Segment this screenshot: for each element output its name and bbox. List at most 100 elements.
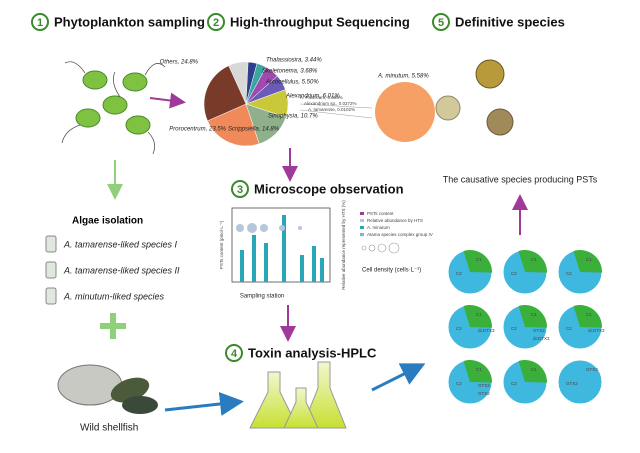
species-label: A. tamarense-liked species I xyxy=(63,239,178,249)
shellfish-label: Wild shellfish xyxy=(80,423,138,434)
toxin-wedge xyxy=(463,360,492,383)
x-axis-label: Sampling station xyxy=(240,294,284,300)
arrow xyxy=(164,392,244,416)
toxin-label: C2 xyxy=(566,326,572,331)
isolation-title: Algae isolation xyxy=(72,216,143,227)
zoom-pie xyxy=(375,82,436,143)
step-title: Definitive species xyxy=(455,14,565,29)
arrow xyxy=(371,363,426,392)
sub-label: A. tamarense, 0.0102% xyxy=(308,107,355,112)
result-label: The causative species producing PSTs xyxy=(443,174,598,184)
y-axis-label: PSTs content (pmol·L⁻¹) xyxy=(219,220,224,269)
size-legend-label: Cell density (cells·L⁻¹) xyxy=(362,268,421,274)
step-number: 2 xyxy=(213,17,219,29)
toxin-pies: C1 C2 C1 C2 C1 C2 C1 C2 dcGTX3 C1 C2 GTX2 dcGTX3 C1 C2… xyxy=(447,249,605,405)
toxin-label: C2 xyxy=(511,381,517,386)
pie xyxy=(203,61,289,147)
step-number: 3 xyxy=(237,184,243,196)
pie-slice xyxy=(207,103,260,147)
toxin-label: GTX2 xyxy=(533,328,545,333)
toxin-label: C2 xyxy=(456,381,462,386)
step-badge xyxy=(231,180,249,198)
legend-label: PSTs content xyxy=(367,211,394,216)
step-title: Phytoplankton sampling xyxy=(54,14,205,29)
species-label: A. minutum-liked species xyxy=(63,291,165,301)
y2-axis-label: Relative abundance represented by HTS (%… xyxy=(341,200,346,290)
step-2: 2 High-throughput Sequencing xyxy=(207,13,410,31)
toxin-wedge xyxy=(573,249,602,273)
toxin-label: dcGTX3 xyxy=(533,336,550,341)
pie-label: Alexandrium, 6.01% xyxy=(285,94,340,100)
toxin-label: C2 xyxy=(511,271,517,276)
toxin-label: C1 xyxy=(586,312,592,317)
pie-label: Thalassiosira, 3.44% xyxy=(266,58,322,64)
step-badge xyxy=(207,13,225,31)
pie-label: Prorocentrum, 23.5% xyxy=(169,127,226,133)
step-5: 5 Definitive species xyxy=(432,13,565,31)
step-4: 4 Toxin analysis-HPLC xyxy=(225,344,377,362)
step-number: 5 xyxy=(438,17,444,29)
toxin-label: C1 xyxy=(531,367,537,372)
step-title: High-throughput Sequencing xyxy=(230,14,410,29)
pie-label: Sinophysia, 10.7% xyxy=(268,114,318,120)
zoom-line xyxy=(299,103,373,109)
legend-label: A. minutum xyxy=(367,225,390,230)
vials xyxy=(45,235,57,305)
toxin-label: C2 xyxy=(511,326,517,331)
sub-label: Alexandrium sp., 0.0272% xyxy=(304,101,357,106)
toxin-label: C1 xyxy=(476,257,482,262)
step-number: 1 xyxy=(37,17,43,29)
pie-label: Skeletonema, 3.68% xyxy=(262,69,318,75)
toxin-label: C2 xyxy=(566,271,572,276)
toxin-label: C1 xyxy=(586,257,592,262)
toxin-label: C2 xyxy=(456,271,462,276)
toxin-label: C1 xyxy=(476,367,482,372)
arrow xyxy=(149,92,186,109)
step-3: 3 Microscope observation xyxy=(231,180,404,198)
legend-swatch xyxy=(360,212,364,215)
microscope-chart xyxy=(231,207,331,283)
legend-label: Atama species complex group IV xyxy=(367,232,433,237)
legend-label: Relative abundance by HTS xyxy=(367,218,423,223)
toxin-wedge xyxy=(463,249,493,273)
toxin-label: GTX2 xyxy=(566,381,578,386)
toxin-label: GTX3 xyxy=(586,367,598,372)
toxin-label: GTX2 xyxy=(478,391,490,396)
legend-swatch xyxy=(360,233,364,236)
pie-slice xyxy=(203,65,247,122)
plus xyxy=(100,313,126,339)
zoom-line xyxy=(299,109,373,119)
toxin-label: dcGTX3 xyxy=(588,328,605,333)
toxin-label: GTX3 xyxy=(478,383,490,388)
legend-swatch xyxy=(360,226,364,229)
toxin-wedge xyxy=(518,360,548,383)
toxin-wedge xyxy=(463,305,493,328)
shellfish-image xyxy=(57,364,158,414)
step-number: 4 xyxy=(231,348,238,360)
toxin-label: C1 xyxy=(531,257,537,262)
step-title: Toxin analysis-HPLC xyxy=(248,345,377,360)
legend-swatch xyxy=(360,219,364,222)
step-badge xyxy=(432,13,450,31)
flasks xyxy=(249,361,347,429)
step-badge xyxy=(31,13,49,31)
toxin-label: dcGTX3 xyxy=(478,328,495,333)
step-badge xyxy=(225,344,243,362)
step-title: Microscope observation xyxy=(254,181,404,196)
step-1: 1 Phytoplankton sampling xyxy=(31,13,205,31)
toxin-pie xyxy=(557,359,603,405)
toxin-wedge xyxy=(518,249,547,273)
size-legend xyxy=(361,242,400,254)
zoom-label: A. minutum, 5.58% xyxy=(377,74,429,80)
toxin-label: C1 xyxy=(476,312,482,317)
pie-label: Arcocellulus, 5.50% xyxy=(265,80,319,86)
toxin-wedge xyxy=(573,305,602,328)
pie-label: Scrippsiella, 14.8% xyxy=(228,127,280,133)
sub-label: A. Pacificum, 0.396% xyxy=(300,95,343,100)
toxin-wedge xyxy=(518,305,547,328)
toxin-label: C2 xyxy=(456,326,462,331)
toxin-label: C1 xyxy=(531,312,537,317)
pie-label: Others, 24.8% xyxy=(160,60,199,66)
cyst-images xyxy=(435,59,514,136)
